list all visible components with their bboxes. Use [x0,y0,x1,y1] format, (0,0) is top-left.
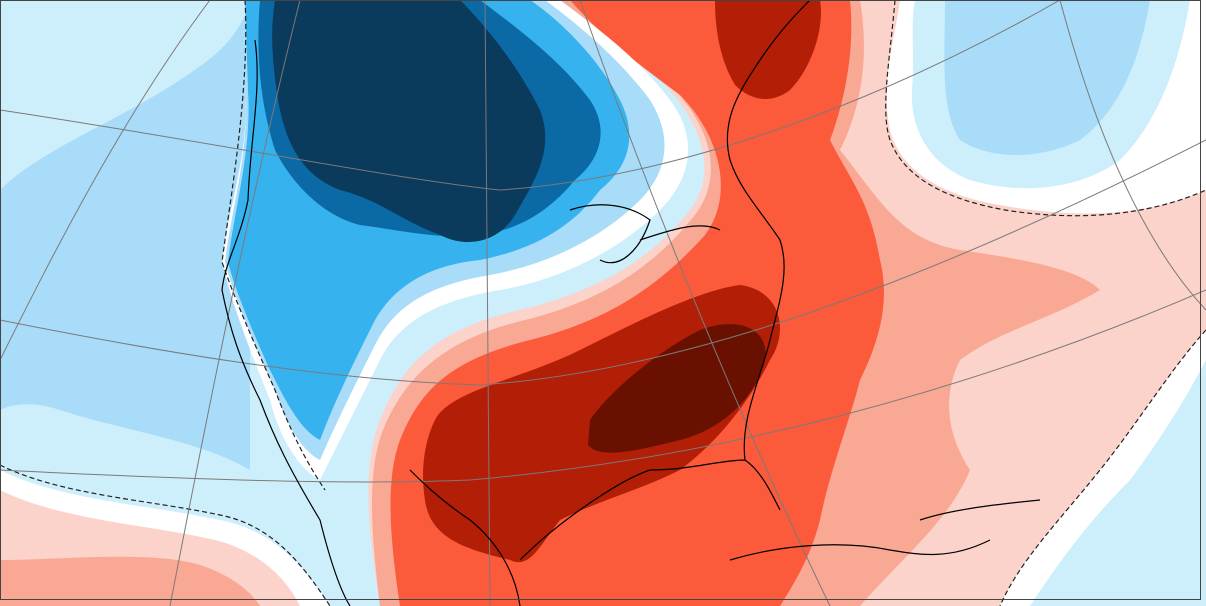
coastline [221,39,351,606]
graticule [0,0,211,361]
warm-anomaly-extreme [588,324,766,453]
warm-anomaly-ocean [0,556,260,606]
cold-anomaly-extreme [272,0,546,243]
graticule [0,0,1061,191]
coastline [409,0,811,606]
cool-anomaly [1030,360,1206,606]
graticule [1059,0,1206,311]
zero-contour [0,464,331,606]
coastline [569,204,721,264]
zero-contour [999,329,1206,606]
zero-contour [221,0,326,491]
graticule [579,0,831,606]
graticule [0,139,1206,386]
graticule [484,0,491,606]
graticule [0,289,1206,483]
coastline [729,499,1041,561]
zero-contour [885,0,1206,217]
cool-anomaly-strong [944,0,1150,155]
graticule [169,0,301,606]
cool-anomaly-ocean [0,0,250,470]
